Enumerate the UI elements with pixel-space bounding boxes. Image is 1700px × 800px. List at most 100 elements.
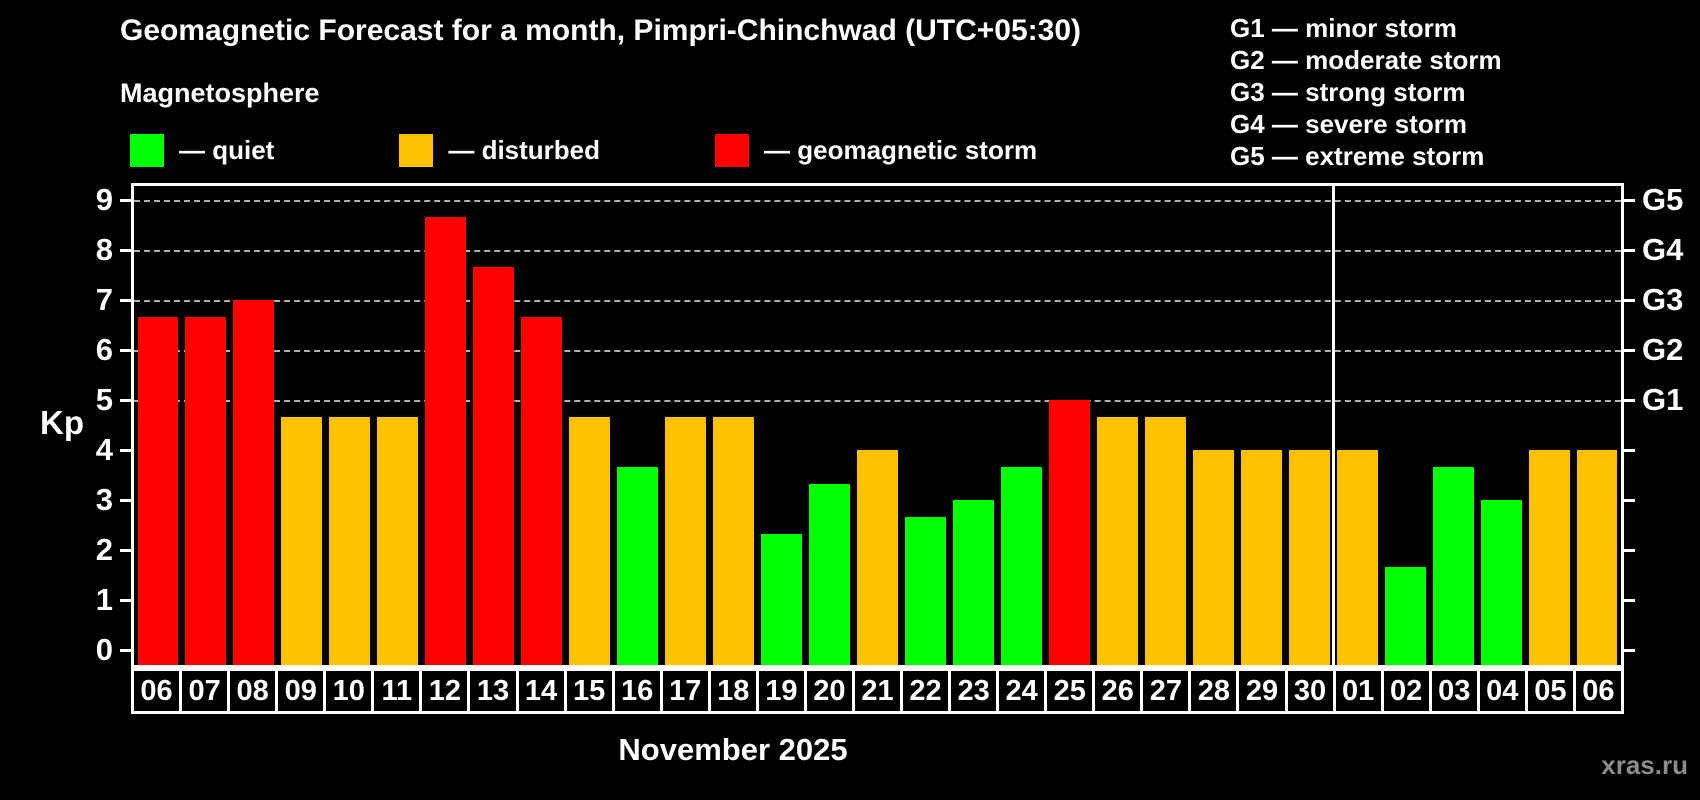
storm-swatch-icon: [715, 133, 750, 167]
gridline-kp-9: [134, 200, 1621, 202]
bar-day-14: [521, 316, 563, 665]
date-cell-nov-17: 17: [659, 671, 708, 711]
y-tick-right-7: [1624, 298, 1635, 302]
y-tick-left-1: [120, 598, 131, 602]
bar-day-25: [1048, 400, 1090, 665]
date-cell-nov-20: 20: [803, 671, 852, 711]
date-cell-nov-25: 25: [1044, 671, 1092, 711]
bar-day-04: [1480, 500, 1522, 665]
g-scale-legend: G1 — minor storm G2 — moderate storm G3 …: [1230, 12, 1502, 172]
bar-day-10: [329, 416, 371, 665]
date-cell-nov-21: 21: [851, 671, 900, 711]
legend-item-disturbed: — disturbed: [399, 133, 601, 167]
y-tick-left-3: [120, 498, 131, 502]
date-cell-nov-27: 27: [1140, 671, 1188, 711]
bar-day-06: [1576, 450, 1618, 665]
g-legend-line: G5 — extreme storm: [1230, 141, 1485, 171]
bar-day-16: [617, 466, 659, 665]
bar-day-02: [1384, 566, 1426, 665]
bar-day-19: [761, 533, 803, 665]
date-cell-nov-08: 08: [227, 671, 275, 711]
y-tick-right-2: [1624, 548, 1635, 552]
y-tick-right-3: [1624, 498, 1635, 502]
bar-day-09: [281, 416, 323, 665]
date-cell-nov-09: 09: [275, 671, 323, 711]
date-cell-nov-06: 06: [140, 674, 173, 707]
y-tick-label-0: 0: [95, 632, 113, 667]
date-cell-dec-02: 02: [1380, 671, 1429, 711]
y-tick-left-4: [120, 448, 131, 452]
date-cell-nov-12: 12: [419, 671, 467, 711]
bar-day-05: [1528, 450, 1570, 665]
watermark: xras.ru: [1601, 750, 1688, 780]
disturbed-swatch-icon: [399, 133, 434, 167]
gridline-kp-6: [134, 350, 1621, 352]
y-tick-right-9: [1624, 198, 1635, 202]
bar-day-20: [809, 483, 850, 665]
y-tick-right-8: [1624, 248, 1635, 252]
date-cell-nov-30: 30: [1284, 671, 1333, 711]
date-cell-nov-23: 23: [948, 671, 996, 711]
bar-day-30: [1288, 450, 1330, 665]
month-separator-line: [1331, 186, 1335, 665]
y-tick-label-8: 8: [95, 232, 113, 267]
date-cell-dec-06: 06: [1572, 671, 1621, 711]
g-axis-label-G5: G5: [1642, 182, 1684, 217]
date-cell-nov-28: 28: [1188, 671, 1236, 711]
bar-day-27: [1144, 416, 1186, 665]
color-legend: — quiet — disturbed — geomagnetic storm: [130, 130, 1037, 170]
g-legend-line: G3 — strong storm: [1230, 77, 1466, 107]
g-axis-label-G1: G1: [1642, 382, 1684, 417]
y-tick-label-1: 1: [95, 582, 113, 617]
bar-day-12: [425, 216, 467, 665]
gridline-kp-8: [134, 250, 1621, 252]
y-tick-label-7: 7: [95, 282, 113, 317]
bar-day-07: [185, 316, 227, 665]
g-axis-label-G2: G2: [1642, 332, 1684, 367]
y-tick-right-6: [1624, 348, 1635, 352]
date-cell-nov-13: 13: [467, 671, 515, 711]
gridline-kp-5: [134, 400, 1621, 402]
legend-label: — geomagnetic storm: [764, 134, 1038, 165]
date-cell-nov-18: 18: [707, 671, 756, 711]
y-tick-label-2: 2: [95, 532, 113, 567]
y-tick-label-6: 6: [95, 332, 113, 367]
date-cell-nov-26: 26: [1092, 671, 1140, 711]
y-tick-right-0: [1624, 648, 1635, 652]
date-cell-nov-16: 16: [611, 671, 660, 711]
bar-day-17: [665, 416, 707, 665]
y-tick-right-5: [1624, 398, 1635, 402]
legend-label: — quiet: [179, 134, 275, 165]
bar-day-01: [1336, 450, 1378, 665]
bar-day-23: [952, 500, 994, 665]
y-tick-left-6: [120, 348, 131, 352]
page-title: Geomagnetic Forecast for a month, Pimpri…: [120, 14, 1081, 47]
date-cell-nov-22: 22: [900, 671, 948, 711]
chart-subtitle: Magnetosphere: [120, 78, 320, 108]
g-axis-label-G4: G4: [1642, 232, 1684, 267]
y-tick-right-1: [1624, 598, 1635, 602]
y-tick-right-4: [1624, 448, 1635, 452]
g-legend-line: G2 — moderate storm: [1230, 45, 1502, 75]
bar-day-08: [233, 300, 275, 665]
date-cell-dec-01: 01: [1332, 671, 1381, 711]
date-cell-nov-14: 14: [515, 671, 564, 711]
legend-item-storm: — geomagnetic storm: [715, 133, 1038, 167]
y-tick-left-7: [120, 298, 131, 302]
bar-day-15: [569, 416, 611, 665]
bar-day-06: [137, 316, 179, 665]
date-cell-nov-10: 10: [323, 671, 371, 711]
bar-day-29: [1240, 450, 1282, 665]
y-tick-left-0: [120, 648, 131, 652]
y-axis-title: Kp: [40, 404, 84, 441]
y-tick-left-2: [120, 548, 131, 552]
bar-day-24: [1000, 466, 1042, 665]
bar-day-13: [473, 266, 515, 665]
bar-day-28: [1192, 450, 1234, 665]
y-tick-label-9: 9: [95, 182, 113, 217]
g-legend-line: G1 — minor storm: [1230, 13, 1457, 43]
y-tick-label-3: 3: [95, 482, 113, 517]
y-tick-left-9: [120, 198, 131, 202]
quiet-swatch-icon: [130, 133, 164, 167]
legend-label: — disturbed: [448, 134, 601, 165]
